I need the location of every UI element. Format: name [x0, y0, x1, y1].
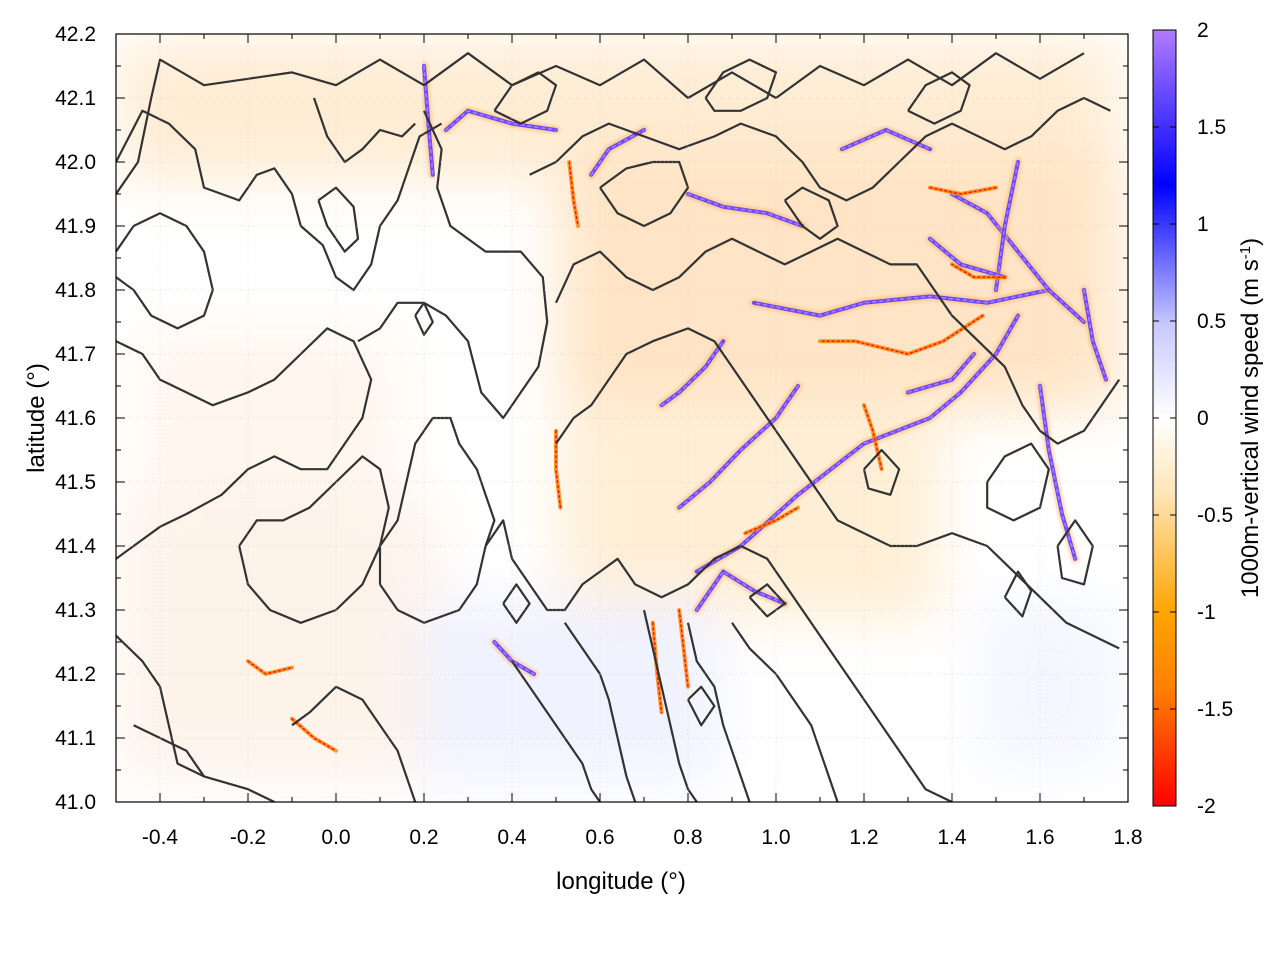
contour-line: [986, 442, 1050, 522]
y-tick-label: 41.1: [55, 727, 96, 750]
updraft-core: [696, 570, 786, 611]
y-axis-ticks: 41.0 41.1 41.2 41.3 41.4 41.5 41.6 41.7 41.8 41.9…: [55, 23, 1128, 814]
downdraft-core: [678, 609, 689, 688]
y-tick-label: 41.5: [55, 471, 96, 494]
contour-line: [493, 71, 558, 125]
colorbar-label-sup: -1: [1237, 246, 1254, 259]
updraft-core: [687, 193, 804, 227]
x-tick-label: 1.0: [761, 826, 790, 849]
contour-line: [238, 455, 390, 624]
y-tick-label: 41.8: [55, 279, 96, 302]
updraft-core: [841, 129, 931, 150]
updraft-core: [907, 353, 975, 394]
y-tick-label: 42.1: [55, 87, 96, 110]
x-tick-label: 0.8: [673, 826, 702, 849]
contour-line: [783, 186, 839, 240]
colorbar-tick-label: -1: [1197, 601, 1216, 624]
downdraft-core: [744, 506, 799, 534]
x-tick-label: 0.0: [321, 826, 350, 849]
x-tick-label: 1.2: [849, 826, 878, 849]
downdraft-core: [929, 186, 997, 195]
x-tick-label: 1.8: [1113, 826, 1142, 849]
x-tick-label: 1.4: [937, 826, 967, 849]
contour-line: [291, 685, 417, 802]
contour-line: [687, 685, 716, 727]
contour-line: [748, 583, 786, 618]
colorbar-tick-label: -1.5: [1197, 698, 1233, 721]
updraft-core: [445, 110, 557, 131]
y-tick-label: 41.7: [55, 343, 96, 366]
x-axis-label: longitude (°): [556, 868, 686, 895]
updraft-core: [951, 193, 1085, 323]
x-tick-label: -0.4: [142, 826, 179, 849]
x-tick-label: 1.6: [1025, 826, 1054, 849]
colorbar-tick-label: 2: [1197, 19, 1209, 42]
downdraft-core: [652, 622, 663, 714]
terrain-contours: [116, 52, 1121, 802]
colorbar-tick-label: -2: [1197, 795, 1216, 818]
y-tick-label: 41.3: [55, 599, 96, 622]
x-tick-label: 0.4: [497, 826, 527, 849]
downdraft-core: [568, 161, 579, 227]
y-tick-label: 41.2: [55, 663, 96, 686]
y-tick-label: 42.0: [55, 151, 96, 174]
y-tick-label: 41.0: [55, 791, 96, 814]
contour-line: [563, 622, 637, 802]
y-tick-label: 42.2: [55, 23, 96, 46]
colorbar-tick-label: 0: [1197, 407, 1209, 430]
y-tick-label: 41.4: [55, 535, 96, 558]
x-tick-label: -0.2: [230, 826, 266, 849]
contour-line: [686, 622, 751, 802]
updraft-core: [1039, 385, 1076, 560]
updraft-core: [753, 289, 1050, 317]
contour-line: [704, 58, 778, 112]
colorbar-tick-label: 1.5: [1197, 116, 1226, 139]
x-axis-ticks: -0.4 -0.2 0.0 0.2 0.4 0.6 0.8 1.0 1.2 1.4 1.6 1.8: [115, 34, 1143, 849]
contour-line: [1056, 519, 1094, 586]
updraft-ridge: [659, 339, 726, 408]
contour-line: [357, 110, 549, 420]
colorbar-tick-label: -0.5: [1197, 504, 1233, 527]
colorbar-label-end: ): [1237, 238, 1264, 246]
y-tick-label: 41.9: [55, 215, 96, 238]
contour-line: [529, 96, 1111, 202]
y-axis-label: latitude (°): [23, 363, 50, 473]
contour-line: [555, 327, 1120, 650]
downdraft-core: [863, 404, 883, 470]
y-tick-label: 41.6: [55, 407, 96, 430]
contour-line: [312, 97, 416, 164]
updraft-core: [678, 385, 799, 509]
contour-line: [116, 327, 373, 560]
contour-line: [731, 622, 839, 802]
contour-line: [484, 519, 953, 802]
updraft-core: [423, 65, 434, 176]
contour-line: [116, 52, 1085, 195]
colorbar-tick-label: 1: [1197, 213, 1209, 236]
updraft-core: [929, 238, 1006, 278]
contour-line: [133, 724, 205, 778]
updraft-core: [1083, 289, 1107, 381]
updraft-core: [696, 314, 1019, 573]
contour-line: [414, 301, 434, 336]
contour-line: [642, 609, 698, 802]
contour-line: [599, 160, 690, 228]
x-tick-label: 0.2: [409, 826, 438, 849]
x-tick-label: 0.6: [585, 826, 614, 849]
colorbar-label-main: 1000m-vertical wind speed (m s: [1237, 259, 1264, 598]
heatmap-field: [116, 34, 1128, 802]
colorbar-ticks: 2 1.5 1 0.5 0 -0.5 -1 -1.5 -2: [1153, 19, 1233, 818]
colorbar-label: 1000m-vertical wind speed (m s-1): [1237, 238, 1265, 598]
downdraft-core: [291, 718, 337, 752]
colorbar-tick-label: 0.5: [1197, 310, 1226, 333]
updraft-core: [493, 641, 535, 675]
downdraft-core: [951, 263, 1006, 278]
updraft-core: [590, 129, 645, 176]
downdraft-core: [247, 660, 293, 675]
contour-line: [862, 448, 901, 496]
contour-line: [378, 416, 496, 624]
contour-line: [907, 71, 971, 125]
contour-line: [317, 186, 360, 253]
colorbar: 2 1.5 1 0.5 0 -0.5 -1 -1.5 -2 1000m-vertical win…: [1152, 19, 1265, 818]
